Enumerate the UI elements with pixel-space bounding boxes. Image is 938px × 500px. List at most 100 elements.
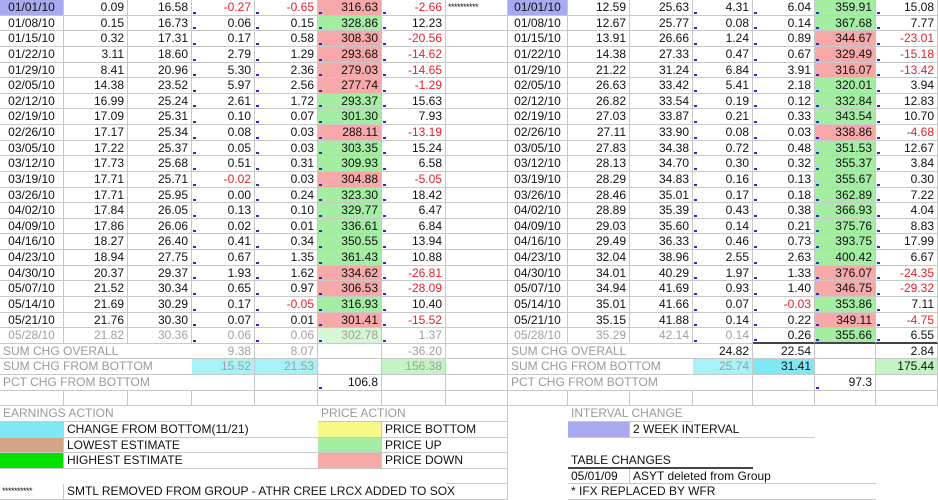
value-cell[interactable]: -0.03 xyxy=(753,296,815,313)
value-cell[interactable]: 17.09 xyxy=(64,109,128,125)
empty-cell[interactable] xyxy=(318,390,382,407)
value-cell[interactable]: 13.91 xyxy=(568,31,630,47)
date-cell[interactable]: 03/05/10 xyxy=(508,140,568,157)
empty-cell[interactable] xyxy=(0,390,64,407)
value-cell[interactable]: 376.07 xyxy=(815,265,876,282)
value-cell[interactable]: 25.31 xyxy=(128,109,192,125)
value-cell[interactable]: 0.07 xyxy=(255,109,318,125)
value-cell[interactable]: 367.68 xyxy=(815,15,876,32)
sum-overall-value[interactable]: 24.82 xyxy=(693,343,753,360)
value-cell[interactable]: 32.04 xyxy=(568,250,630,266)
value-cell[interactable]: -24.35 xyxy=(876,265,938,282)
value-cell[interactable]: -0.05 xyxy=(255,296,318,313)
value-cell[interactable]: 0.30 xyxy=(876,171,938,188)
value-cell[interactable]: 346.75 xyxy=(815,281,876,297)
empty-cell[interactable] xyxy=(630,390,693,407)
value-cell[interactable]: 0.14 xyxy=(693,328,753,344)
value-cell[interactable]: 15.08 xyxy=(876,0,938,16)
value-cell[interactable]: 35.01 xyxy=(630,187,693,204)
value-cell[interactable]: 28.89 xyxy=(568,203,630,219)
value-cell[interactable]: 2.61 xyxy=(192,93,255,110)
value-cell[interactable]: 301.41 xyxy=(318,312,382,329)
date-cell[interactable]: 02/26/10 xyxy=(508,125,568,141)
value-cell[interactable]: 28.13 xyxy=(568,156,630,172)
date-cell[interactable]: 01/01/10 xyxy=(0,0,64,16)
value-cell[interactable]: 0.03 xyxy=(255,140,318,157)
value-cell[interactable]: 0.47 xyxy=(693,46,753,63)
value-cell[interactable]: -14.62 xyxy=(382,46,446,63)
value-cell[interactable]: 35.60 xyxy=(630,218,693,235)
value-cell[interactable]: 0.03 xyxy=(255,171,318,188)
value-cell[interactable]: 14.38 xyxy=(64,78,128,94)
empty-cell[interactable] xyxy=(446,484,508,500)
value-cell[interactable]: 42.14 xyxy=(630,328,693,344)
value-cell[interactable]: 0.32 xyxy=(64,31,128,47)
value-cell[interactable]: 0.08 xyxy=(693,125,753,141)
date-cell[interactable]: 03/26/10 xyxy=(508,187,568,204)
value-cell[interactable]: -5.05 xyxy=(382,171,446,188)
value-cell[interactable]: 0.38 xyxy=(753,203,815,219)
date-cell[interactable]: 01/29/10 xyxy=(508,62,568,79)
value-cell[interactable]: 316.93 xyxy=(318,296,382,313)
value-cell[interactable]: 0.97 xyxy=(255,281,318,297)
value-cell[interactable]: 12.59 xyxy=(568,0,630,16)
value-cell[interactable]: -2.66 xyxy=(382,0,446,16)
value-cell[interactable]: -15.52 xyxy=(382,312,446,329)
empty-cell[interactable] xyxy=(446,125,508,141)
empty-cell[interactable] xyxy=(446,265,508,282)
value-cell[interactable]: 0.17 xyxy=(693,187,753,204)
value-cell[interactable]: 3.91 xyxy=(753,62,815,79)
value-cell[interactable]: 5.97 xyxy=(192,78,255,94)
sum-bottom-value[interactable]: 31.41 xyxy=(753,359,815,375)
empty-cell[interactable] xyxy=(446,296,508,313)
value-cell[interactable]: -4.75 xyxy=(876,312,938,329)
value-cell[interactable]: 8.41 xyxy=(64,62,128,79)
value-cell[interactable]: 355.67 xyxy=(815,171,876,188)
value-cell[interactable]: 0.10 xyxy=(192,109,255,125)
value-cell[interactable]: 4.31 xyxy=(693,0,753,16)
value-cell[interactable]: 27.83 xyxy=(568,140,630,157)
value-cell[interactable]: 0.07 xyxy=(693,296,753,313)
value-cell[interactable]: 15.63 xyxy=(382,93,446,110)
value-cell[interactable]: 0.46 xyxy=(693,234,753,250)
empty-cell[interactable] xyxy=(318,359,382,375)
date-cell[interactable]: 04/16/10 xyxy=(508,234,568,250)
date-cell[interactable]: 04/30/10 xyxy=(508,265,568,282)
value-cell[interactable]: 25.77 xyxy=(630,15,693,32)
date-cell[interactable]: 01/22/10 xyxy=(508,46,568,63)
value-cell[interactable]: 362.89 xyxy=(815,187,876,204)
value-cell[interactable]: 34.70 xyxy=(630,156,693,172)
value-cell[interactable]: 2.79 xyxy=(192,46,255,63)
value-cell[interactable]: 17.31 xyxy=(128,31,192,47)
value-cell[interactable]: 17.84 xyxy=(64,203,128,219)
date-cell[interactable]: 04/30/10 xyxy=(0,265,64,282)
value-cell[interactable]: 40.29 xyxy=(630,265,693,282)
value-cell[interactable]: 0.09 xyxy=(64,0,128,16)
empty-cell[interactable] xyxy=(815,390,876,407)
value-cell[interactable]: 308.30 xyxy=(318,31,382,47)
value-cell[interactable]: 7.77 xyxy=(876,15,938,32)
empty-cell[interactable] xyxy=(446,156,508,172)
value-cell[interactable]: 33.90 xyxy=(630,125,693,141)
value-cell[interactable]: 293.37 xyxy=(318,93,382,110)
value-cell[interactable]: 33.42 xyxy=(630,78,693,94)
value-cell[interactable]: 0.14 xyxy=(693,312,753,329)
empty-cell[interactable] xyxy=(446,171,508,188)
empty-cell[interactable] xyxy=(568,390,630,407)
pct-value[interactable]: 106.8 xyxy=(318,375,382,391)
value-cell[interactable]: 2.36 xyxy=(255,62,318,79)
value-cell[interactable]: 0.26 xyxy=(753,328,815,344)
empty-cell[interactable] xyxy=(446,375,508,391)
sum-bottom-value[interactable]: 156.38 xyxy=(382,359,446,375)
sum-overall-value[interactable]: 22.54 xyxy=(753,343,815,360)
value-cell[interactable]: 301.30 xyxy=(318,109,382,125)
value-cell[interactable]: -0.27 xyxy=(192,0,255,16)
date-cell[interactable]: 05/21/10 xyxy=(0,312,64,329)
value-cell[interactable]: 25.24 xyxy=(128,93,192,110)
value-cell[interactable]: 25.68 xyxy=(128,156,192,172)
value-cell[interactable]: 1.62 xyxy=(255,265,318,282)
empty-cell[interactable] xyxy=(446,140,508,157)
value-cell[interactable]: 27.33 xyxy=(630,46,693,63)
date-cell[interactable]: 02/05/10 xyxy=(0,78,64,94)
value-cell[interactable]: 25.37 xyxy=(128,140,192,157)
